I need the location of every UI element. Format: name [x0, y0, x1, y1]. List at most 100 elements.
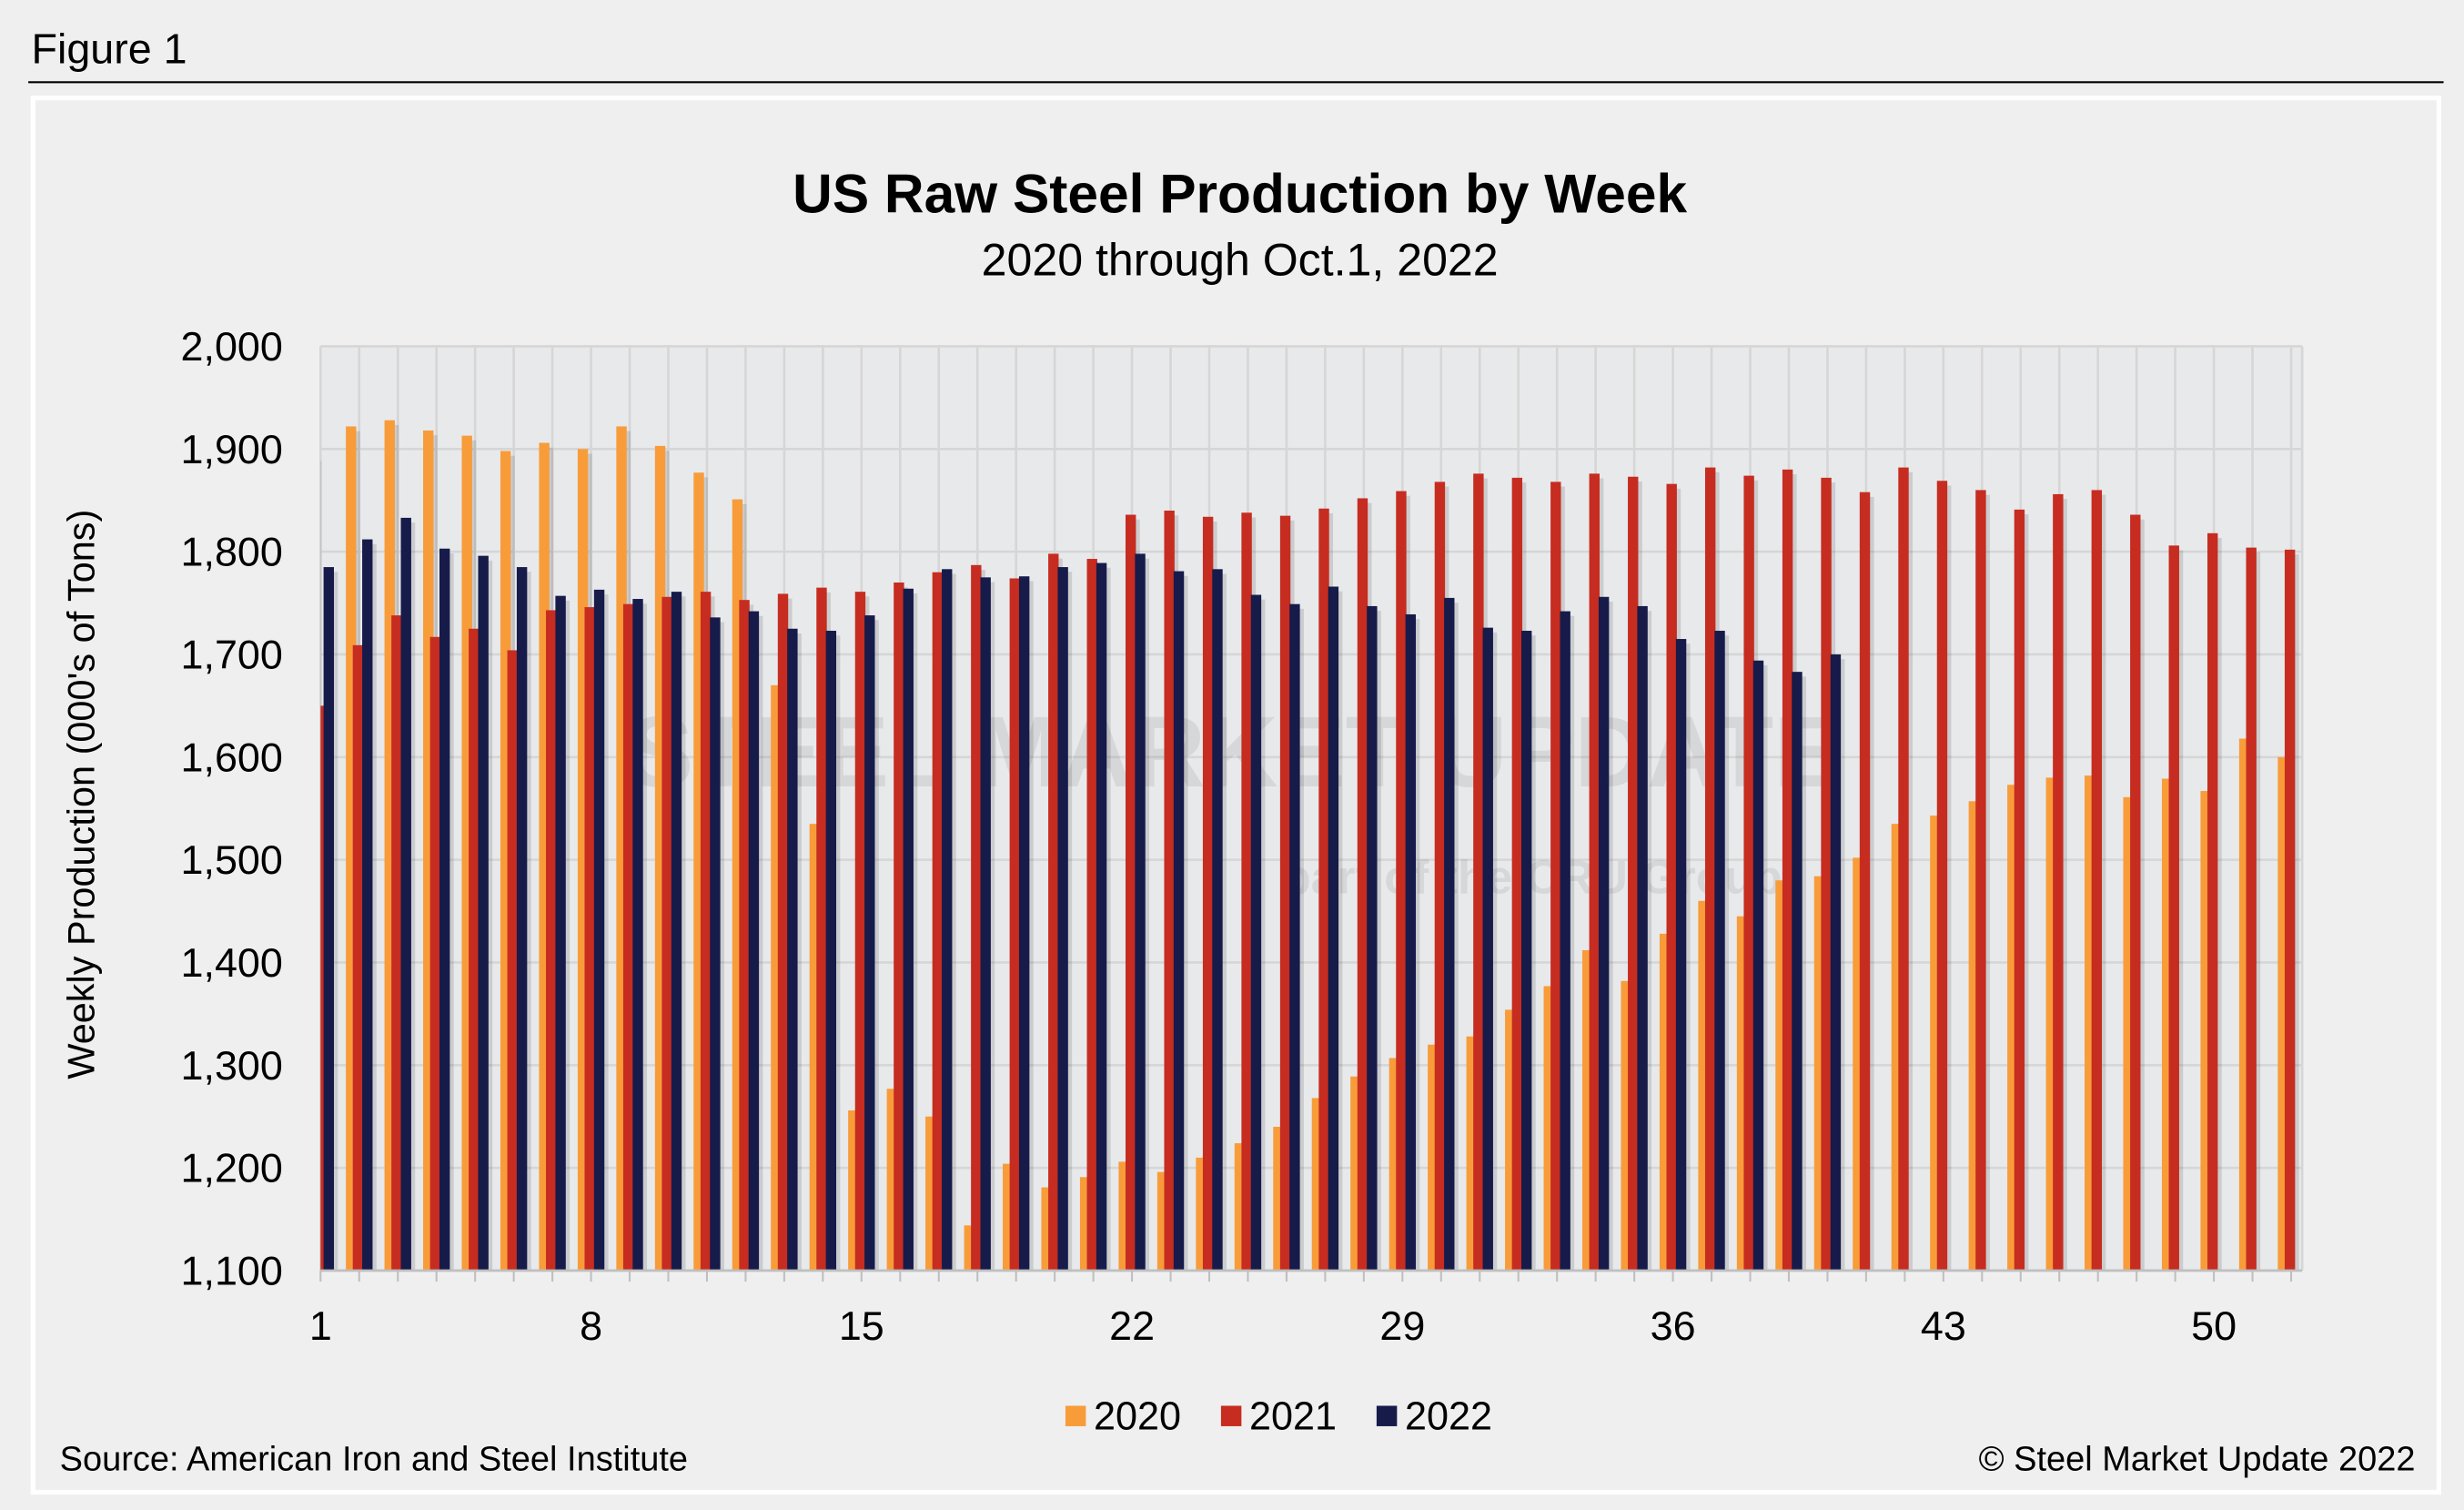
bar-2021-week-8 — [584, 607, 595, 1271]
bar-2021-week-13 — [777, 593, 789, 1271]
legend: 2020 2021 2022 — [1065, 1394, 1492, 1438]
chart-title: US Raw Steel Production by Week — [793, 163, 1687, 225]
bar-2021-week-48 — [2130, 514, 2141, 1271]
y-tick-label: 1,200 — [181, 1145, 283, 1191]
bar-2022-week-30 — [1444, 597, 1455, 1271]
bar-2020-week-34 — [1581, 949, 1593, 1271]
bar-2021-week-6 — [507, 650, 518, 1271]
bar-2020-week-23 — [1156, 1171, 1168, 1271]
bar-2020-week-8 — [577, 449, 589, 1271]
bar-2020-week-36 — [1659, 933, 1671, 1271]
bar-2021-week-28 — [1357, 498, 1368, 1271]
bar-2021-week-44 — [1975, 490, 1986, 1271]
bar-2022-week-7 — [555, 595, 566, 1271]
y-tick-labels: 1,100 1,200 1,300 1,400 1,500 1,600 1,700 1,800… — [181, 323, 283, 1294]
bar-2020-week-51 — [2238, 738, 2250, 1271]
y-tick-label: 1,400 — [181, 939, 283, 986]
bar-2021-week-11 — [700, 592, 712, 1271]
bar-2020-week-42 — [1891, 824, 1903, 1271]
bar-2022-week-19 — [1018, 576, 1030, 1271]
y-tick-label: 1,300 — [181, 1042, 283, 1089]
bar-2021-week-7 — [546, 610, 557, 1271]
bar-2020-week-15 — [848, 1110, 859, 1271]
bar-2021-week-26 — [1279, 515, 1291, 1271]
bar-2021-week-29 — [1396, 491, 1407, 1271]
bar-2022-week-2 — [362, 539, 373, 1271]
bar-2021-week-3 — [391, 615, 402, 1271]
bar-2020-week-44 — [1968, 801, 1980, 1271]
bar-2022-week-22 — [1135, 553, 1146, 1271]
bar-2022-week-12 — [748, 611, 760, 1271]
bar-2022-week-24 — [1212, 569, 1223, 1271]
bar-2020-week-50 — [2200, 791, 2211, 1271]
y-tick-label: 1,800 — [181, 529, 283, 575]
bar-2022-week-37 — [1714, 631, 1725, 1271]
bar-2022-week-27 — [1328, 586, 1339, 1271]
y-tick-label: 1,900 — [181, 426, 283, 472]
bar-2020-week-4 — [423, 430, 434, 1271]
x-tick-label: 1 — [309, 1302, 332, 1349]
bar-2020-week-19 — [1003, 1163, 1014, 1271]
x-tick-label: 43 — [1921, 1302, 1966, 1349]
bar-2020-week-2 — [346, 426, 357, 1271]
bar-2021-week-36 — [1666, 483, 1677, 1271]
legend-swatch-2021 — [1220, 1405, 1242, 1426]
bar-2021-week-52 — [2284, 549, 2296, 1271]
bar-2022-week-15 — [864, 615, 875, 1271]
bar-2020-week-35 — [1621, 980, 1631, 1271]
x-tick-label: 8 — [580, 1302, 602, 1349]
bar-2020-week-43 — [1930, 816, 1941, 1271]
bar-2021-week-19 — [1009, 578, 1021, 1271]
bar-2021-week-5 — [469, 628, 480, 1271]
bar-2021-week-33 — [1550, 481, 1561, 1271]
bar-2021-week-47 — [2091, 490, 2103, 1271]
bar-2020-week-25 — [1234, 1143, 1246, 1271]
bar-2021-week-20 — [1048, 553, 1059, 1271]
bar-2022-week-11 — [710, 617, 721, 1271]
copyright-note: © Steel Market Update 2022 — [1979, 1440, 2416, 1478]
bar-2021-week-51 — [2246, 547, 2257, 1271]
bar-2020-week-13 — [771, 684, 782, 1271]
bar-2021-week-9 — [622, 603, 634, 1271]
bar-2021-week-30 — [1434, 481, 1446, 1271]
bar-2020-week-27 — [1311, 1098, 1323, 1271]
bar-2020-week-40 — [1813, 876, 1825, 1271]
bar-2022-week-4 — [439, 548, 450, 1271]
bar-2021-week-45 — [2014, 509, 2025, 1271]
bar-2022-week-8 — [593, 589, 605, 1271]
bar-2021-week-25 — [1241, 512, 1252, 1271]
bar-2020-week-14 — [809, 824, 821, 1271]
bar-2021-week-40 — [1821, 477, 1832, 1271]
bar-2020-week-32 — [1505, 1009, 1516, 1271]
bar-2021-week-49 — [2168, 545, 2179, 1271]
bar-2020-week-18 — [964, 1225, 974, 1271]
legend-label-2020: 2020 — [1094, 1394, 1181, 1438]
bar-2022-week-35 — [1637, 605, 1648, 1271]
bar-2020-week-52 — [2277, 756, 2288, 1271]
bar-2021-week-50 — [2207, 532, 2218, 1271]
bar-2021-week-23 — [1164, 511, 1175, 1271]
bar-2021-week-21 — [1086, 559, 1097, 1271]
bar-2021-week-35 — [1628, 476, 1639, 1271]
bar-2020-week-29 — [1389, 1058, 1400, 1271]
bar-2022-week-39 — [1792, 672, 1803, 1271]
bar-2020-week-20 — [1041, 1187, 1052, 1271]
bar-2021-week-27 — [1318, 508, 1329, 1271]
bar-2022-week-6 — [516, 567, 528, 1271]
bar-2021-week-18 — [971, 564, 982, 1271]
bar-2022-week-31 — [1482, 627, 1493, 1271]
bar-2021-week-17 — [932, 572, 944, 1271]
x-tick-labels: 1 8 15 22 29 36 43 50 — [309, 1302, 2237, 1349]
bar-2020-week-45 — [2007, 785, 2018, 1271]
bar-2021-week-16 — [894, 582, 904, 1271]
source-note: Source: American Iron and Steel Institut… — [60, 1440, 688, 1478]
x-tick-label: 29 — [1379, 1302, 1425, 1349]
bar-2021-week-10 — [661, 596, 672, 1271]
legend-swatch-2022 — [1376, 1405, 1398, 1426]
x-tick-label: 15 — [839, 1302, 884, 1349]
bar-2022-week-18 — [980, 577, 991, 1271]
legend-label-2021: 2021 — [1249, 1394, 1337, 1438]
bar-2022-week-16 — [903, 588, 914, 1271]
bar-2020-week-11 — [693, 472, 704, 1271]
bar-2021-week-1 — [320, 705, 325, 1271]
